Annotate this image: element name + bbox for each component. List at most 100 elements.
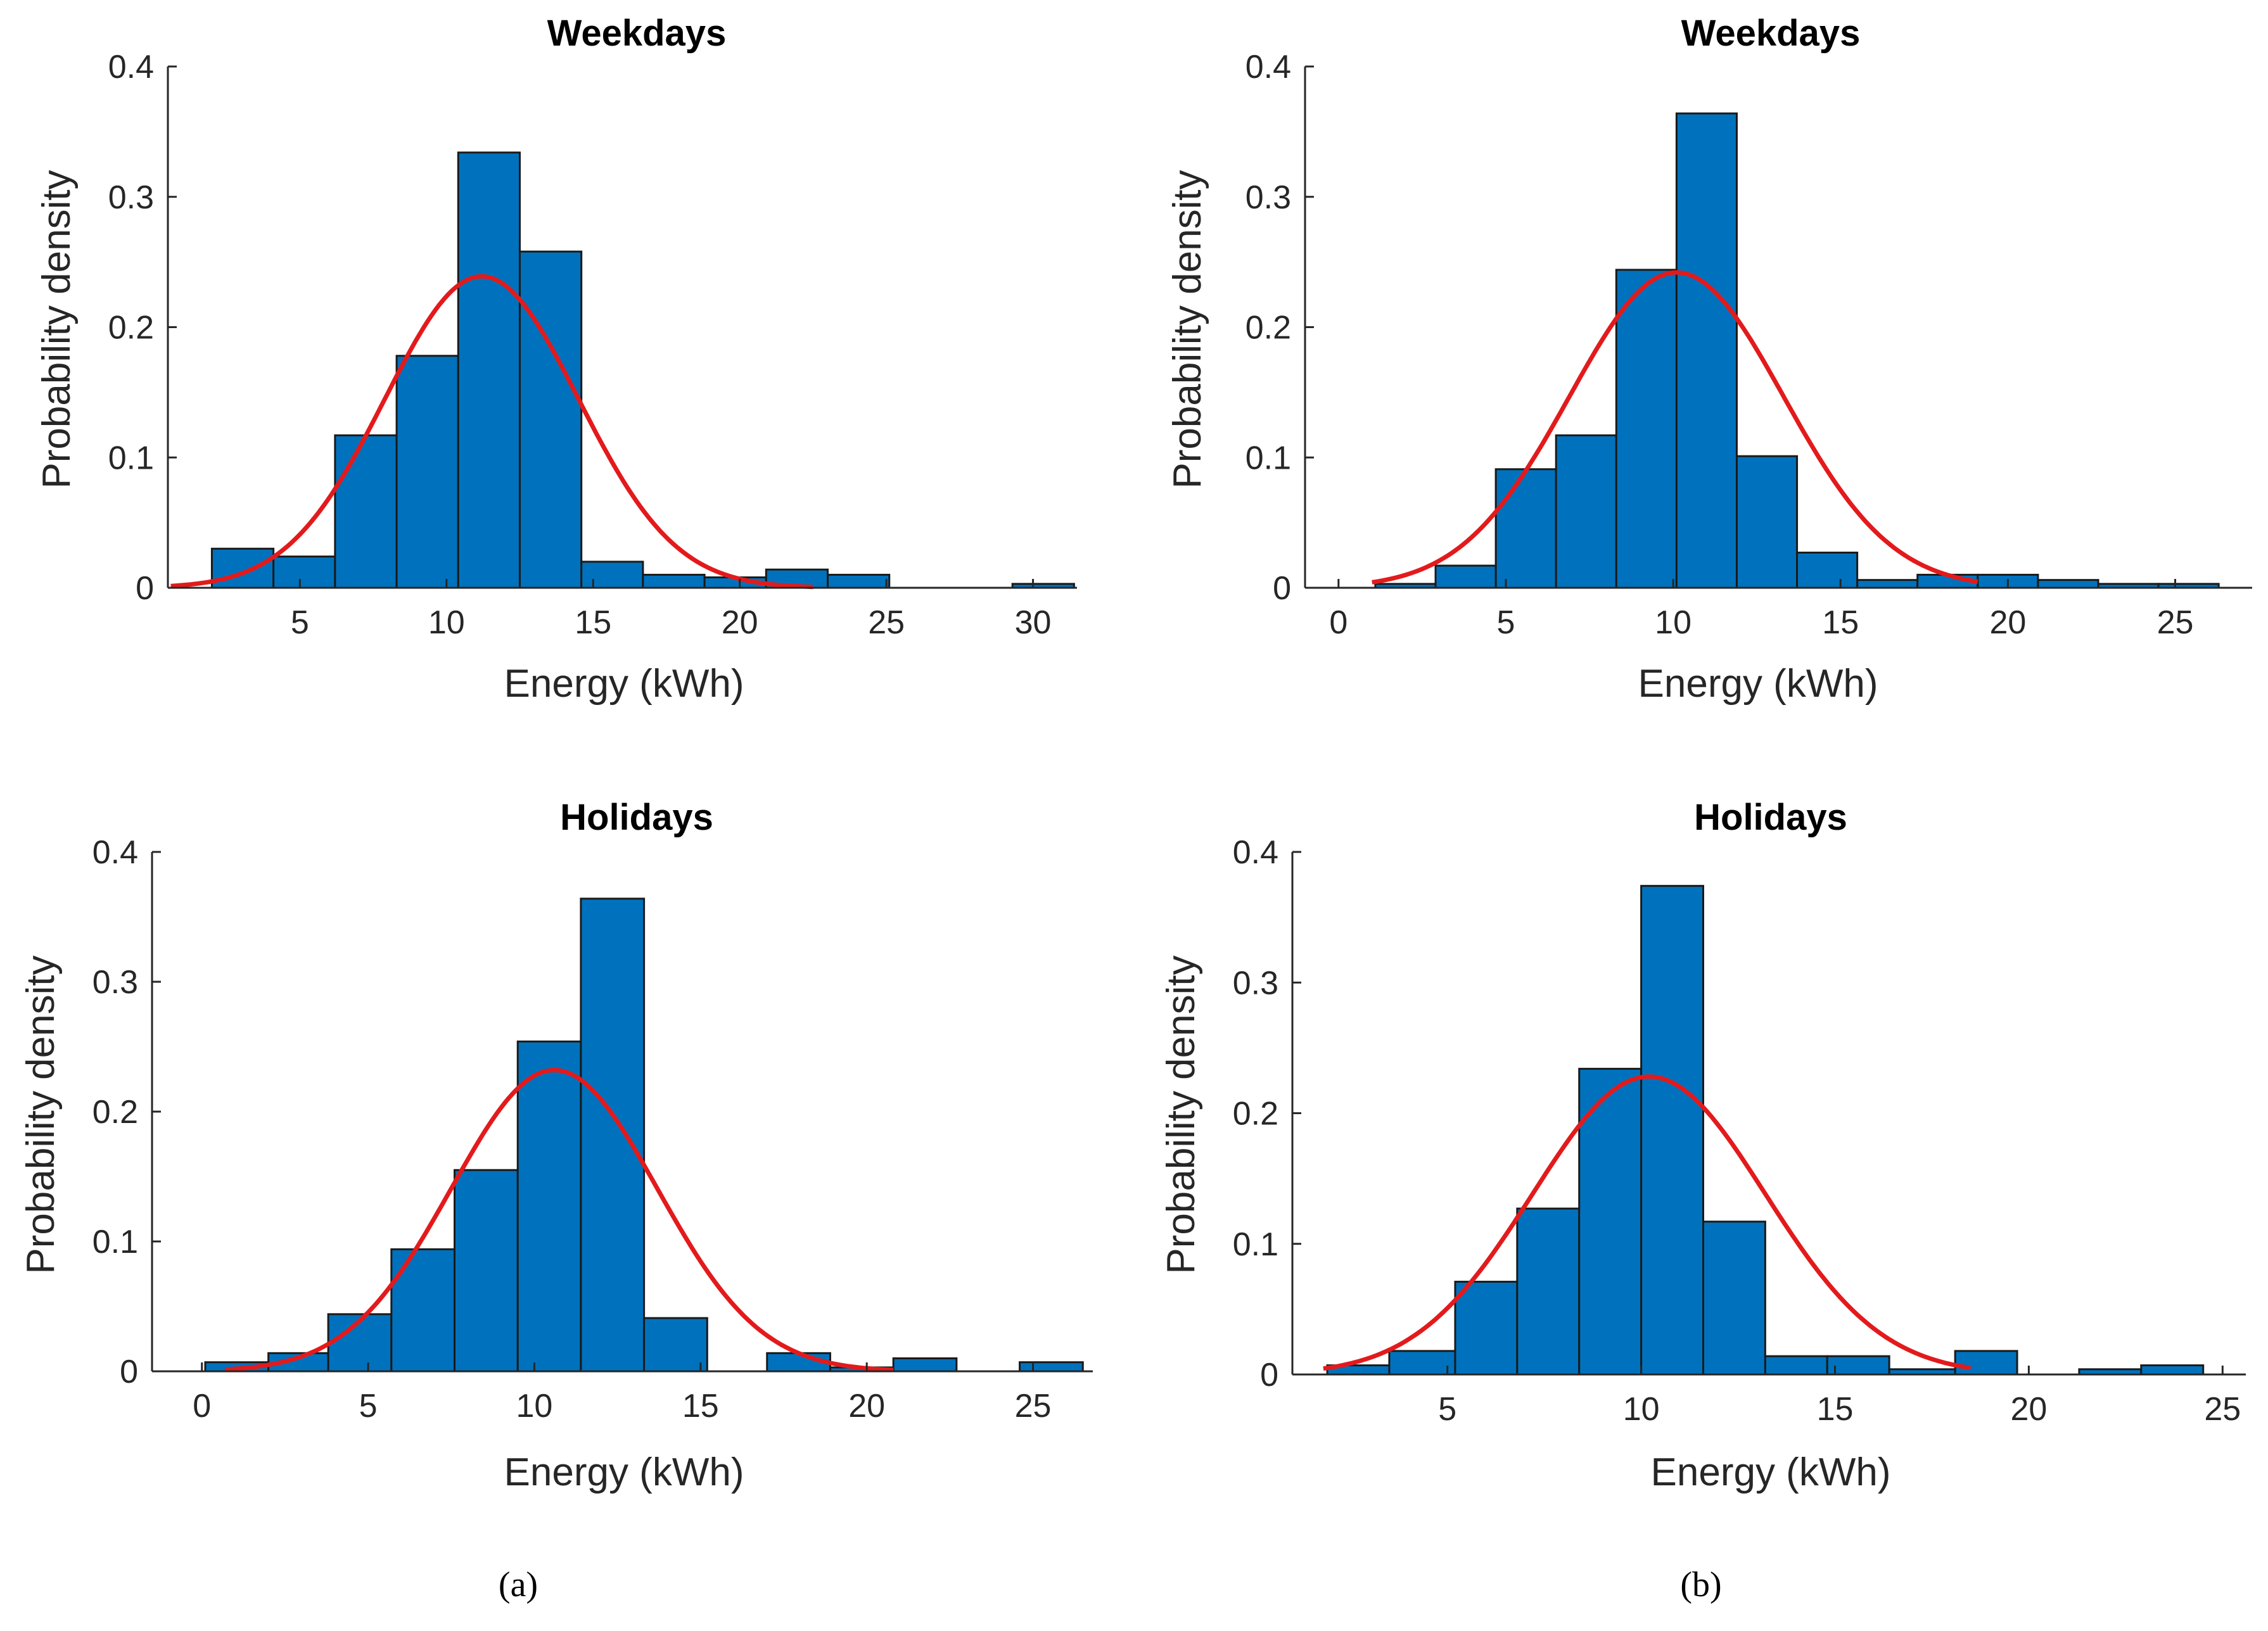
y-tick-label: 0.3 — [1233, 965, 1278, 1001]
axes: 0 0.1 0.2 0.3 0.4 0 5 10 15 20 25 — [1245, 49, 2252, 641]
histogram-bar — [454, 1169, 519, 1373]
histogram-bar — [516, 1040, 582, 1373]
x-tick-label: 20 — [2010, 1391, 2047, 1428]
y-tick-label: 0 — [1260, 1357, 1278, 1393]
histogram-bar — [1675, 112, 1738, 589]
histogram-bar — [334, 434, 398, 589]
x-tick-label: 25 — [2204, 1391, 2241, 1428]
y-tick-label: 0 — [1273, 570, 1291, 607]
x-tick-label: 0 — [1329, 604, 1347, 641]
x-tick-label: 20 — [722, 604, 758, 641]
x-axis-label: Energy (kWh) — [1638, 662, 1878, 706]
x-tick-label: 30 — [1015, 604, 1052, 641]
histogram-bar — [1555, 434, 1617, 589]
x-tick-label: 20 — [848, 1388, 885, 1425]
y-tick-label: 0.4 — [1245, 49, 1291, 86]
x-tick-label: 10 — [516, 1388, 553, 1425]
histogram-bars — [1374, 112, 2220, 589]
histogram-bar — [210, 547, 275, 589]
x-tick-label: 5 — [1497, 604, 1515, 641]
axes: 0 0.1 0.2 0.3 0.4 5 10 15 20 25 30 — [108, 49, 1077, 641]
y-axis-label: Probability density — [1166, 170, 1209, 488]
histogram-bars — [204, 898, 1084, 1373]
y-tick-label: 0.4 — [108, 49, 154, 86]
x-tick-label: 15 — [1817, 1391, 1854, 1428]
y-tick-label: 0.2 — [1245, 310, 1291, 346]
y-tick-label: 0.2 — [108, 310, 154, 346]
y-tick-label: 0 — [136, 570, 154, 607]
histogram-bar — [1735, 455, 1799, 589]
normal-fit-curve — [1323, 1074, 1972, 1371]
y-axis-label: Probability density — [1159, 955, 1203, 1274]
chart-title: Holidays — [560, 797, 713, 838]
x-tick-label: 5 — [291, 604, 309, 641]
x-tick-label: 15 — [575, 604, 611, 641]
histogram-bar — [1856, 579, 1919, 589]
histogram-bar — [1764, 1355, 1828, 1376]
panel-holidays-a: Holidays Probability density Energy (kWh… — [19, 797, 1093, 1494]
y-axis-label: Probability density — [35, 170, 79, 488]
histogram-bar — [327, 1313, 393, 1373]
x-tick-label: 10 — [1623, 1391, 1660, 1428]
histogram-bar — [642, 573, 706, 589]
x-axis-label: Energy (kWh) — [1651, 1450, 1891, 1494]
histogram-bar — [1019, 1361, 1084, 1373]
histogram-bar — [580, 561, 644, 589]
histogram-bar — [2037, 579, 2099, 589]
histogram-bar — [2140, 1364, 2205, 1376]
histogram-bar — [390, 1248, 456, 1373]
y-tick-label: 0.1 — [1233, 1226, 1278, 1263]
x-tick-label: 25 — [2157, 604, 2194, 641]
y-tick-label: 0.3 — [1245, 179, 1291, 216]
histogram-bar — [1388, 1350, 1456, 1376]
panel-holidays-b: Holidays Probability density Energy (kWh… — [1159, 797, 2246, 1494]
y-tick-label: 0.1 — [92, 1224, 138, 1260]
x-tick-label: 20 — [1989, 604, 2026, 641]
histogram-bar — [1796, 551, 1859, 589]
chart-title: Weekdays — [1681, 13, 1861, 54]
normal-fit-curve — [170, 274, 813, 590]
histogram-bar — [1516, 1207, 1581, 1376]
histogram-bar — [1454, 1281, 1519, 1376]
histogram-bar — [580, 898, 646, 1373]
axes: 0 0.1 0.2 0.3 0.4 0 5 10 15 20 25 — [92, 834, 1093, 1425]
x-tick-label: 25 — [868, 604, 905, 641]
x-tick-label: 10 — [428, 604, 465, 641]
y-axis-label: Probability density — [19, 955, 63, 1274]
histogram-bar — [1615, 269, 1678, 589]
histogram-bar — [1494, 468, 1557, 589]
histogram-bar — [1640, 885, 1704, 1376]
x-tick-label: 10 — [1655, 604, 1691, 641]
x-tick-label: 5 — [1438, 1391, 1456, 1428]
panel-weekdays-b: Weekdays Probability density Energy (kWh… — [1166, 13, 2252, 706]
caption-b: (b) — [1680, 1565, 1721, 1604]
y-tick-label: 0.3 — [108, 179, 154, 216]
y-tick-label: 0 — [120, 1354, 138, 1390]
x-tick-label: 25 — [1015, 1388, 1052, 1425]
histogram-bar — [892, 1357, 958, 1373]
x-axis-label: Energy (kWh) — [504, 1450, 744, 1494]
x-axis-label: Energy (kWh) — [504, 662, 744, 706]
x-tick-label: 15 — [682, 1388, 719, 1425]
y-tick-label: 0.2 — [92, 1094, 138, 1131]
chart-title: Holidays — [1694, 797, 1847, 838]
x-tick-label: 0 — [193, 1388, 211, 1425]
histogram-bars — [1326, 885, 2205, 1376]
chart-title: Weekdays — [547, 13, 727, 54]
histogram-bars — [210, 151, 1075, 589]
y-tick-label: 0.3 — [92, 964, 138, 1001]
histogram-bar — [272, 555, 336, 589]
histogram-bar — [395, 355, 459, 589]
histogram-bar — [457, 151, 521, 589]
panel-weekdays-a: Weekdays Probability density Energy (kWh… — [35, 13, 1077, 706]
normal-fit-curve — [225, 1067, 894, 1373]
y-tick-label: 0.1 — [108, 440, 154, 476]
x-tick-label: 5 — [359, 1388, 378, 1425]
histogram-bar — [1826, 1355, 1890, 1376]
normal-fit-curve — [1372, 270, 1978, 585]
histogram-bar — [1702, 1221, 1766, 1376]
y-tick-label: 0.1 — [1245, 440, 1291, 476]
histogram-bar — [827, 573, 891, 589]
histogram-bar — [1434, 564, 1497, 589]
